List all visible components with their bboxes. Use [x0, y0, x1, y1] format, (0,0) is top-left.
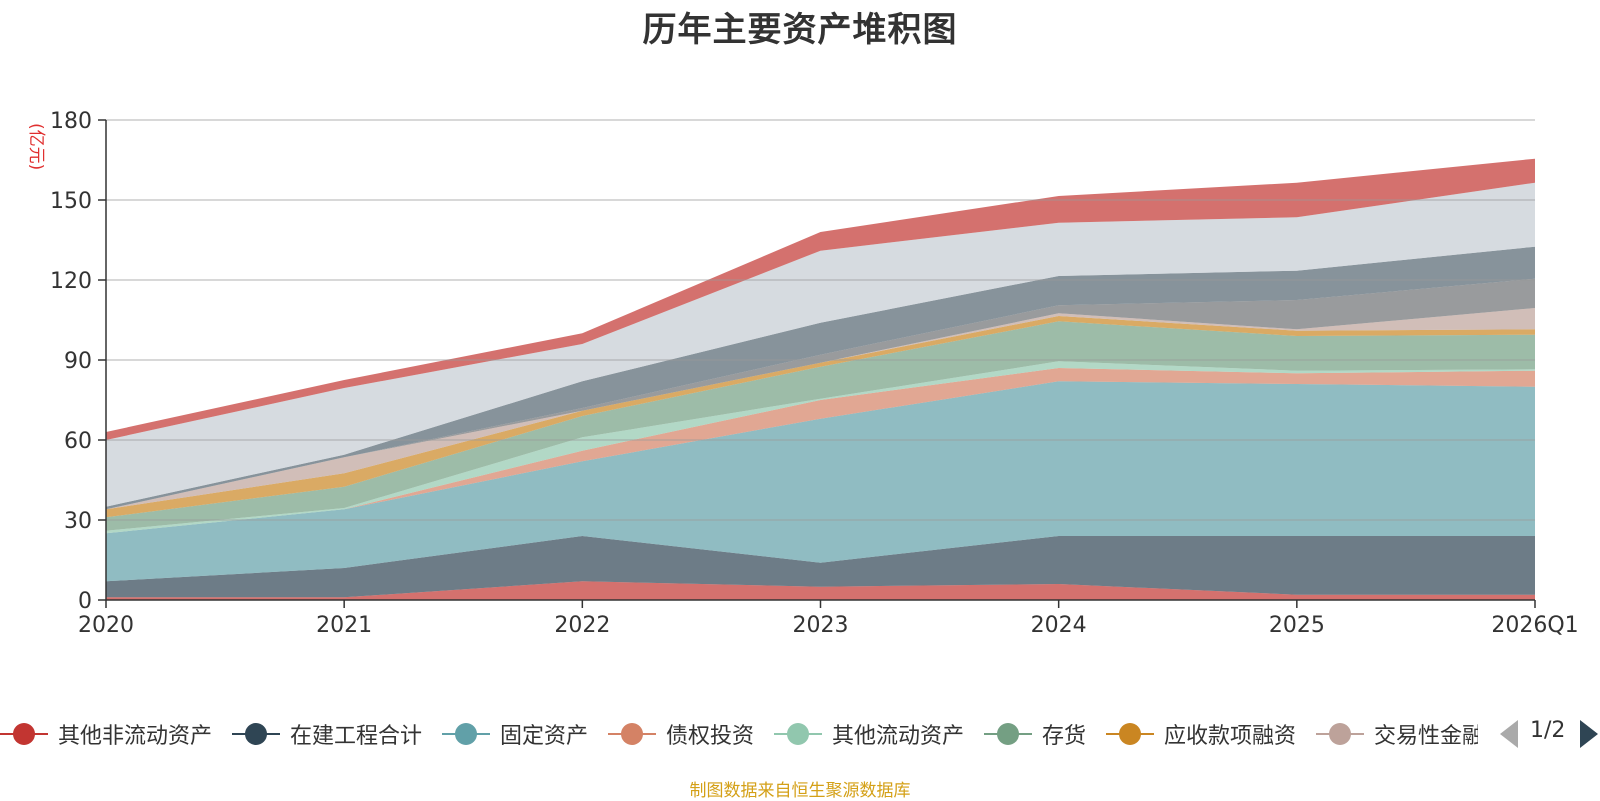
legend-marker-icon [0, 714, 48, 754]
legend-next-page-icon[interactable] [1580, 720, 1598, 748]
y-tick-label: 120 [50, 269, 92, 294]
legend-marker-icon [1316, 714, 1364, 754]
area-其他非流动资产 [106, 581, 1535, 600]
legend-marker-icon [984, 714, 1032, 754]
legend-item[interactable]: 应收款项融资 [1106, 714, 1296, 754]
legend-label: 其他非流动资产 [58, 724, 213, 749]
area-应收账款 [106, 246, 1535, 510]
source-note: 制图数据来自恒生聚源数据库 [689, 781, 911, 801]
x-tick-label: 2026Q1 [1491, 613, 1578, 638]
area-其他资产 [106, 278, 1535, 510]
legend-item[interactable]: 其他流动资产 [774, 714, 964, 754]
legend-label: 其他流动资产 [832, 724, 965, 749]
legend-page-indicator: 1/2 [1530, 718, 1566, 743]
area-存货 [106, 321, 1535, 531]
y-tick-label: 180 [50, 109, 92, 134]
y-tick-label: 60 [64, 429, 92, 454]
legend-prev-page-icon[interactable] [1500, 720, 1518, 748]
x-tick-label: 2024 [1031, 613, 1087, 638]
legend-marker-icon [608, 714, 656, 754]
area-应收款项融资 [106, 316, 1535, 518]
x-tick-label: 2021 [316, 613, 372, 638]
chart-title: 历年主要资产堆积图 [642, 10, 958, 50]
x-tick-label: 2020 [78, 613, 134, 638]
y-tick-label: 30 [64, 509, 92, 534]
legend-marker-icon [442, 714, 490, 754]
legend-label: 债权投资 [666, 724, 755, 749]
legend-item[interactable]: 其他非流动资产 [0, 714, 212, 754]
y-tick-label: 0 [78, 589, 92, 614]
legend-item[interactable]: 交易性金融资产 [1316, 714, 1478, 754]
x-tick-label: 2022 [554, 613, 610, 638]
legend-item[interactable]: 固定资产 [442, 714, 588, 754]
area-交易性金融资产 [106, 308, 1535, 510]
legend-label: 固定资产 [500, 724, 589, 749]
legend-item[interactable]: 存货 [984, 714, 1086, 754]
area-货币资金 [106, 182, 1535, 507]
legend-label: 交易性金融资产 [1374, 724, 1478, 749]
area-在建工程合计 [106, 536, 1535, 598]
legend-marker-icon [1106, 714, 1154, 754]
legend-label: 存货 [1042, 724, 1087, 749]
x-tick-label: 2023 [793, 613, 849, 638]
y-tick-label: 90 [64, 349, 92, 374]
area-固定资产 [106, 381, 1535, 582]
area-无形资产 [106, 158, 1535, 440]
legend-marker-icon [774, 714, 822, 754]
legend-label: 应收款项融资 [1164, 724, 1297, 749]
legend-item[interactable]: 在建工程合计 [232, 714, 422, 754]
legend-label: 在建工程合计 [290, 724, 423, 749]
y-tick-label: 150 [50, 189, 92, 214]
legend: 其他非流动资产 在建工程合计 固定资产 债权投资 其他流动资产 存货 应收款项融资 交易性金融… [0, 714, 1600, 754]
legend-items: 其他非流动资产 在建工程合计 固定资产 债权投资 其他流动资产 存货 应收款项融资 交易性金融… [0, 714, 1478, 754]
x-tick-label: 2025 [1269, 613, 1325, 638]
legend-item[interactable]: 债权投资 [608, 714, 754, 754]
area-债权投资 [106, 368, 1535, 534]
legend-marker-icon [232, 714, 280, 754]
